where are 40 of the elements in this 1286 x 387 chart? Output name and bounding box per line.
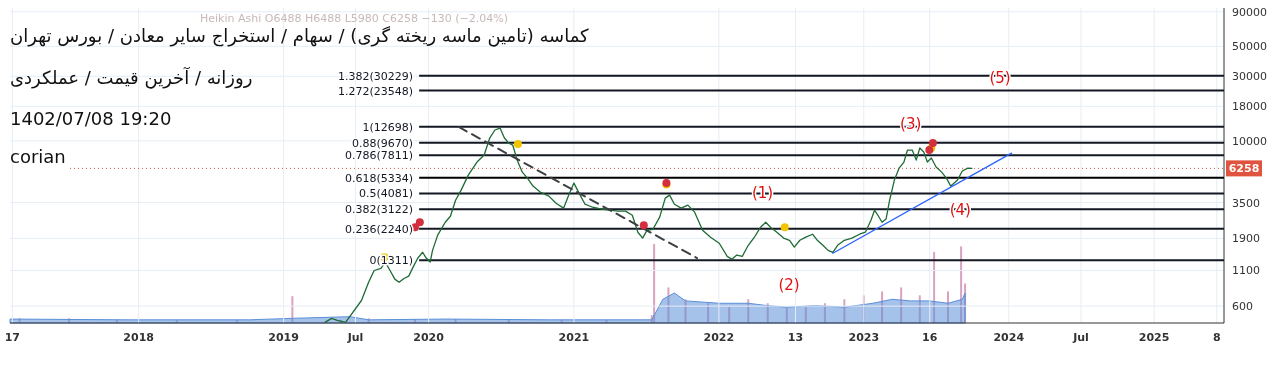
y-tick-label: 10000	[1232, 134, 1267, 148]
x-tick-label: 8	[1213, 331, 1221, 344]
x-tick-label: Jul	[1072, 331, 1089, 344]
x-tick-label: 17	[4, 331, 21, 344]
ref-line-label: 1(12698)	[362, 120, 414, 134]
ref-line-label: 0.236(2240)	[345, 222, 414, 236]
text: کماسه (تامین ماسه ریخته گری) / سهام / استخراج سایر معادن / بورس تهران	[10, 25, 590, 47]
y-tick-label: 30000	[1232, 70, 1267, 84]
x-tick-label: 2018	[123, 331, 154, 344]
ref-line-label: 0.5(4081)	[359, 187, 414, 201]
annotation: 1402/07/08 19:20	[10, 108, 172, 129]
x-tick-label: 2021	[558, 331, 590, 344]
ref-line-label: 0(1311)	[369, 254, 414, 268]
x-tick-label: 2025	[1138, 331, 1170, 344]
ref-line-label: 0.618(5334)	[345, 171, 414, 185]
ref-line-label: 1.272(23548)	[338, 84, 414, 98]
y-tick-label: 3500	[1232, 196, 1260, 210]
x-tick-label: 2024	[993, 331, 1025, 344]
ref-line-label: 0.786(7811)	[345, 149, 414, 163]
x-tick-label: 13	[787, 331, 804, 344]
x-tick-label: 16	[922, 331, 938, 344]
annotation: (2)	[778, 276, 800, 294]
ref-line-label: 1.382(30229)	[338, 69, 414, 83]
y-tick-label: 18000	[1232, 100, 1267, 114]
ref-line-label: 0.382(3122)	[345, 203, 414, 217]
y-tick-label: 1100	[1232, 264, 1260, 278]
ref-line-label: 0.88(9670)	[352, 136, 414, 150]
y-tick-label: 600	[1232, 300, 1253, 314]
annotation: Heikin Ashi O6488 H6488 L5980 C6258 −130 (−2.04%)	[200, 12, 508, 25]
y-tick-label: 50000	[1232, 40, 1267, 54]
x-tick-label: 2023	[848, 331, 880, 344]
x-tick-label: 2019	[268, 331, 299, 344]
y-tick-label: 90000	[1232, 5, 1267, 19]
text: روزانه / آخرین قیمت / عملکردی	[10, 66, 253, 89]
x-tick-label: 2020	[413, 331, 445, 344]
ref-line-label: 6258	[1228, 162, 1260, 176]
y-tick-label: 1900	[1232, 232, 1260, 246]
x-tick-label: Jul	[346, 331, 364, 344]
annotation: corian	[10, 146, 66, 167]
x-tick-label: 2022	[703, 331, 735, 344]
